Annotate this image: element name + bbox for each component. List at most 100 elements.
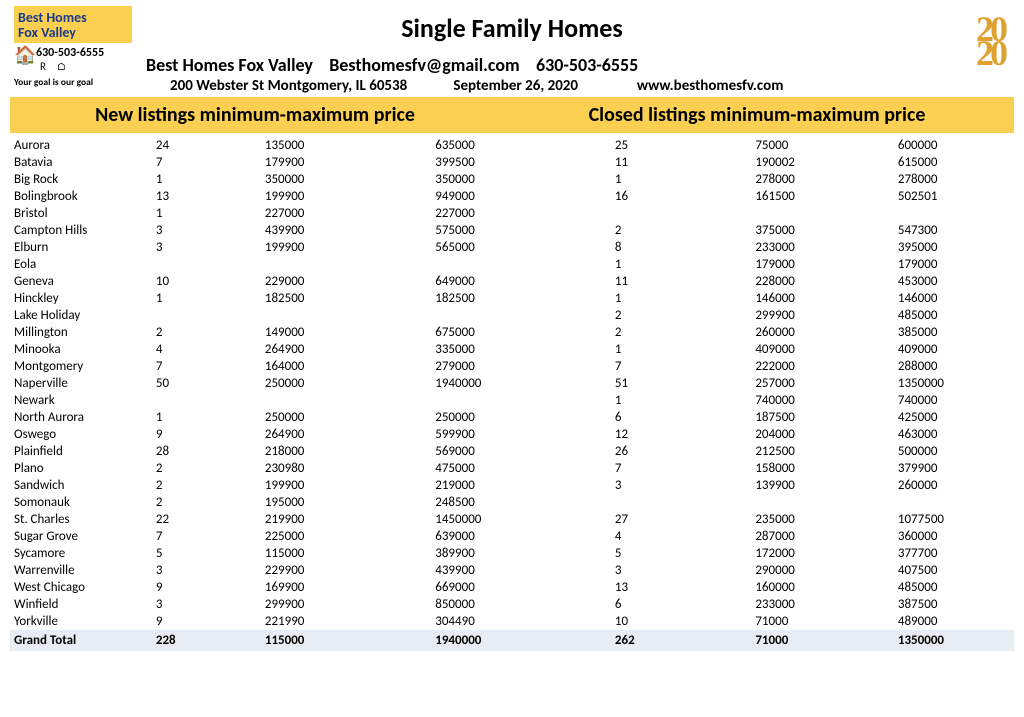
table-cell: 6 [575, 596, 725, 613]
table-cell: 222000 [725, 358, 878, 375]
table-row: Millington21490006750002260000385000 [10, 324, 1014, 341]
table-cell: Bristol [10, 205, 136, 222]
company-name: Best Homes Fox Valley [146, 54, 313, 76]
total-cell: 228 [136, 630, 235, 651]
table-cell: Montgomery [10, 358, 136, 375]
table-row: Somonauk2195000248500 [10, 494, 1014, 511]
band-left-title: New listings minimum-maximum price [10, 103, 500, 127]
table-cell: 350000 [395, 171, 575, 188]
table-cell: 485000 [878, 307, 1014, 324]
house-icon: 🏠 [14, 44, 36, 66]
table-cell [575, 494, 725, 511]
table-cell: 4 [575, 528, 725, 545]
table-cell: Lake Holiday [10, 307, 136, 324]
table-cell: 10 [575, 613, 725, 630]
table-cell: 740000 [878, 392, 1014, 409]
table-row: Lake Holiday2299900485000 [10, 307, 1014, 324]
table-cell: 360000 [878, 528, 1014, 545]
table-cell: 425000 [878, 409, 1014, 426]
table-cell [395, 392, 575, 409]
logo-tagline: Your goal is our goal [14, 76, 93, 88]
logo-line2: Fox Valley [18, 25, 128, 40]
table-cell: 290000 [725, 562, 878, 579]
table-cell: 489000 [878, 613, 1014, 630]
listings-table: Aurora241350006350002575000600000Batavia… [10, 137, 1014, 651]
table-cell: 389900 [395, 545, 575, 562]
table-cell: 547300 [878, 222, 1014, 239]
table-cell: 199900 [235, 188, 395, 205]
table-row: Plainfield2821800056900026212500500000 [10, 443, 1014, 460]
table-cell: 221990 [235, 613, 395, 630]
table-cell: Oswego [10, 426, 136, 443]
table-cell: Warrenville [10, 562, 136, 579]
table-cell: 304490 [395, 613, 575, 630]
table-cell: 3 [136, 596, 235, 613]
table-cell: 28 [136, 443, 235, 460]
table-cell: 233000 [725, 596, 878, 613]
table-cell: 1077500 [878, 511, 1014, 528]
table-cell: 599900 [395, 426, 575, 443]
table-row: Bolingbrook1319990094900016161500502501 [10, 188, 1014, 205]
table-cell: 409000 [878, 341, 1014, 358]
table-cell: 6 [575, 409, 725, 426]
table-row: Sugar Grove72250006390004287000360000 [10, 528, 1014, 545]
report-date: September 26, 2020 [453, 77, 633, 95]
table-cell: 7 [136, 528, 235, 545]
total-cell: 71000 [725, 630, 878, 651]
table-cell [395, 256, 575, 273]
table-cell: 115000 [235, 545, 395, 562]
table-cell: 24 [136, 137, 235, 154]
table-row: Bristol1227000227000 [10, 205, 1014, 222]
table-row: Big Rock13500003500001278000278000 [10, 171, 1014, 188]
table-cell [235, 256, 395, 273]
section-band: New listings minimum-maximum price Close… [10, 97, 1014, 133]
table-cell: 179000 [878, 256, 1014, 273]
table-cell: 172000 [725, 545, 878, 562]
page-container: Best Homes Fox Valley 🏠 630-503-6555 R ⌂… [0, 0, 1024, 661]
table-row: Oswego926490059990012204000463000 [10, 426, 1014, 443]
table-cell: 1 [136, 205, 235, 222]
page-title: Single Family Homes [10, 12, 1014, 44]
table-cell: 22 [136, 511, 235, 528]
table-cell: 26 [575, 443, 725, 460]
table-cell: 179900 [235, 154, 395, 171]
table-cell: 190002 [725, 154, 878, 171]
table-cell [136, 392, 235, 409]
table-row: Newark1740000740000 [10, 392, 1014, 409]
table-cell: Batavia [10, 154, 136, 171]
table-cell: Naperville [10, 375, 136, 392]
table-cell: 615000 [878, 154, 1014, 171]
table-row: West Chicago916990066900013160000485000 [10, 579, 1014, 596]
table-cell: Aurora [10, 137, 136, 154]
table-cell: 228000 [725, 273, 878, 290]
table-cell: 649000 [395, 273, 575, 290]
table-row: Yorkville92219903044901071000489000 [10, 613, 1014, 630]
table-cell [235, 392, 395, 409]
table-cell: 2 [575, 324, 725, 341]
table-cell: 740000 [725, 392, 878, 409]
table-cell: 12 [575, 426, 725, 443]
table-cell: Sycamore [10, 545, 136, 562]
table-cell: 3 [136, 562, 235, 579]
table-cell: 146000 [878, 290, 1014, 307]
company-address: 200 Webster St Montgomery, IL 60538 [170, 77, 450, 95]
table-row: Geneva1022900064900011228000453000 [10, 273, 1014, 290]
logo-phone: 630-503-6555 [36, 46, 104, 60]
table-row: Naperville502500001940000512570001350000 [10, 375, 1014, 392]
table-cell: Minooka [10, 341, 136, 358]
table-cell: 569000 [395, 443, 575, 460]
total-cell: Grand Total [10, 630, 136, 651]
table-cell: 1450000 [395, 511, 575, 528]
table-cell: 288000 [878, 358, 1014, 375]
table-cell: 299900 [725, 307, 878, 324]
table-cell: 439900 [395, 562, 575, 579]
table-cell: 379900 [878, 460, 1014, 477]
table-cell: Sugar Grove [10, 528, 136, 545]
cert-icons: R ⌂ [40, 60, 70, 73]
table-row: Batavia717990039950011190002615000 [10, 154, 1014, 171]
table-cell: 475000 [395, 460, 575, 477]
table-cell [878, 205, 1014, 222]
table-cell: 502501 [878, 188, 1014, 205]
table-cell: 9 [136, 613, 235, 630]
table-cell: 3 [575, 562, 725, 579]
